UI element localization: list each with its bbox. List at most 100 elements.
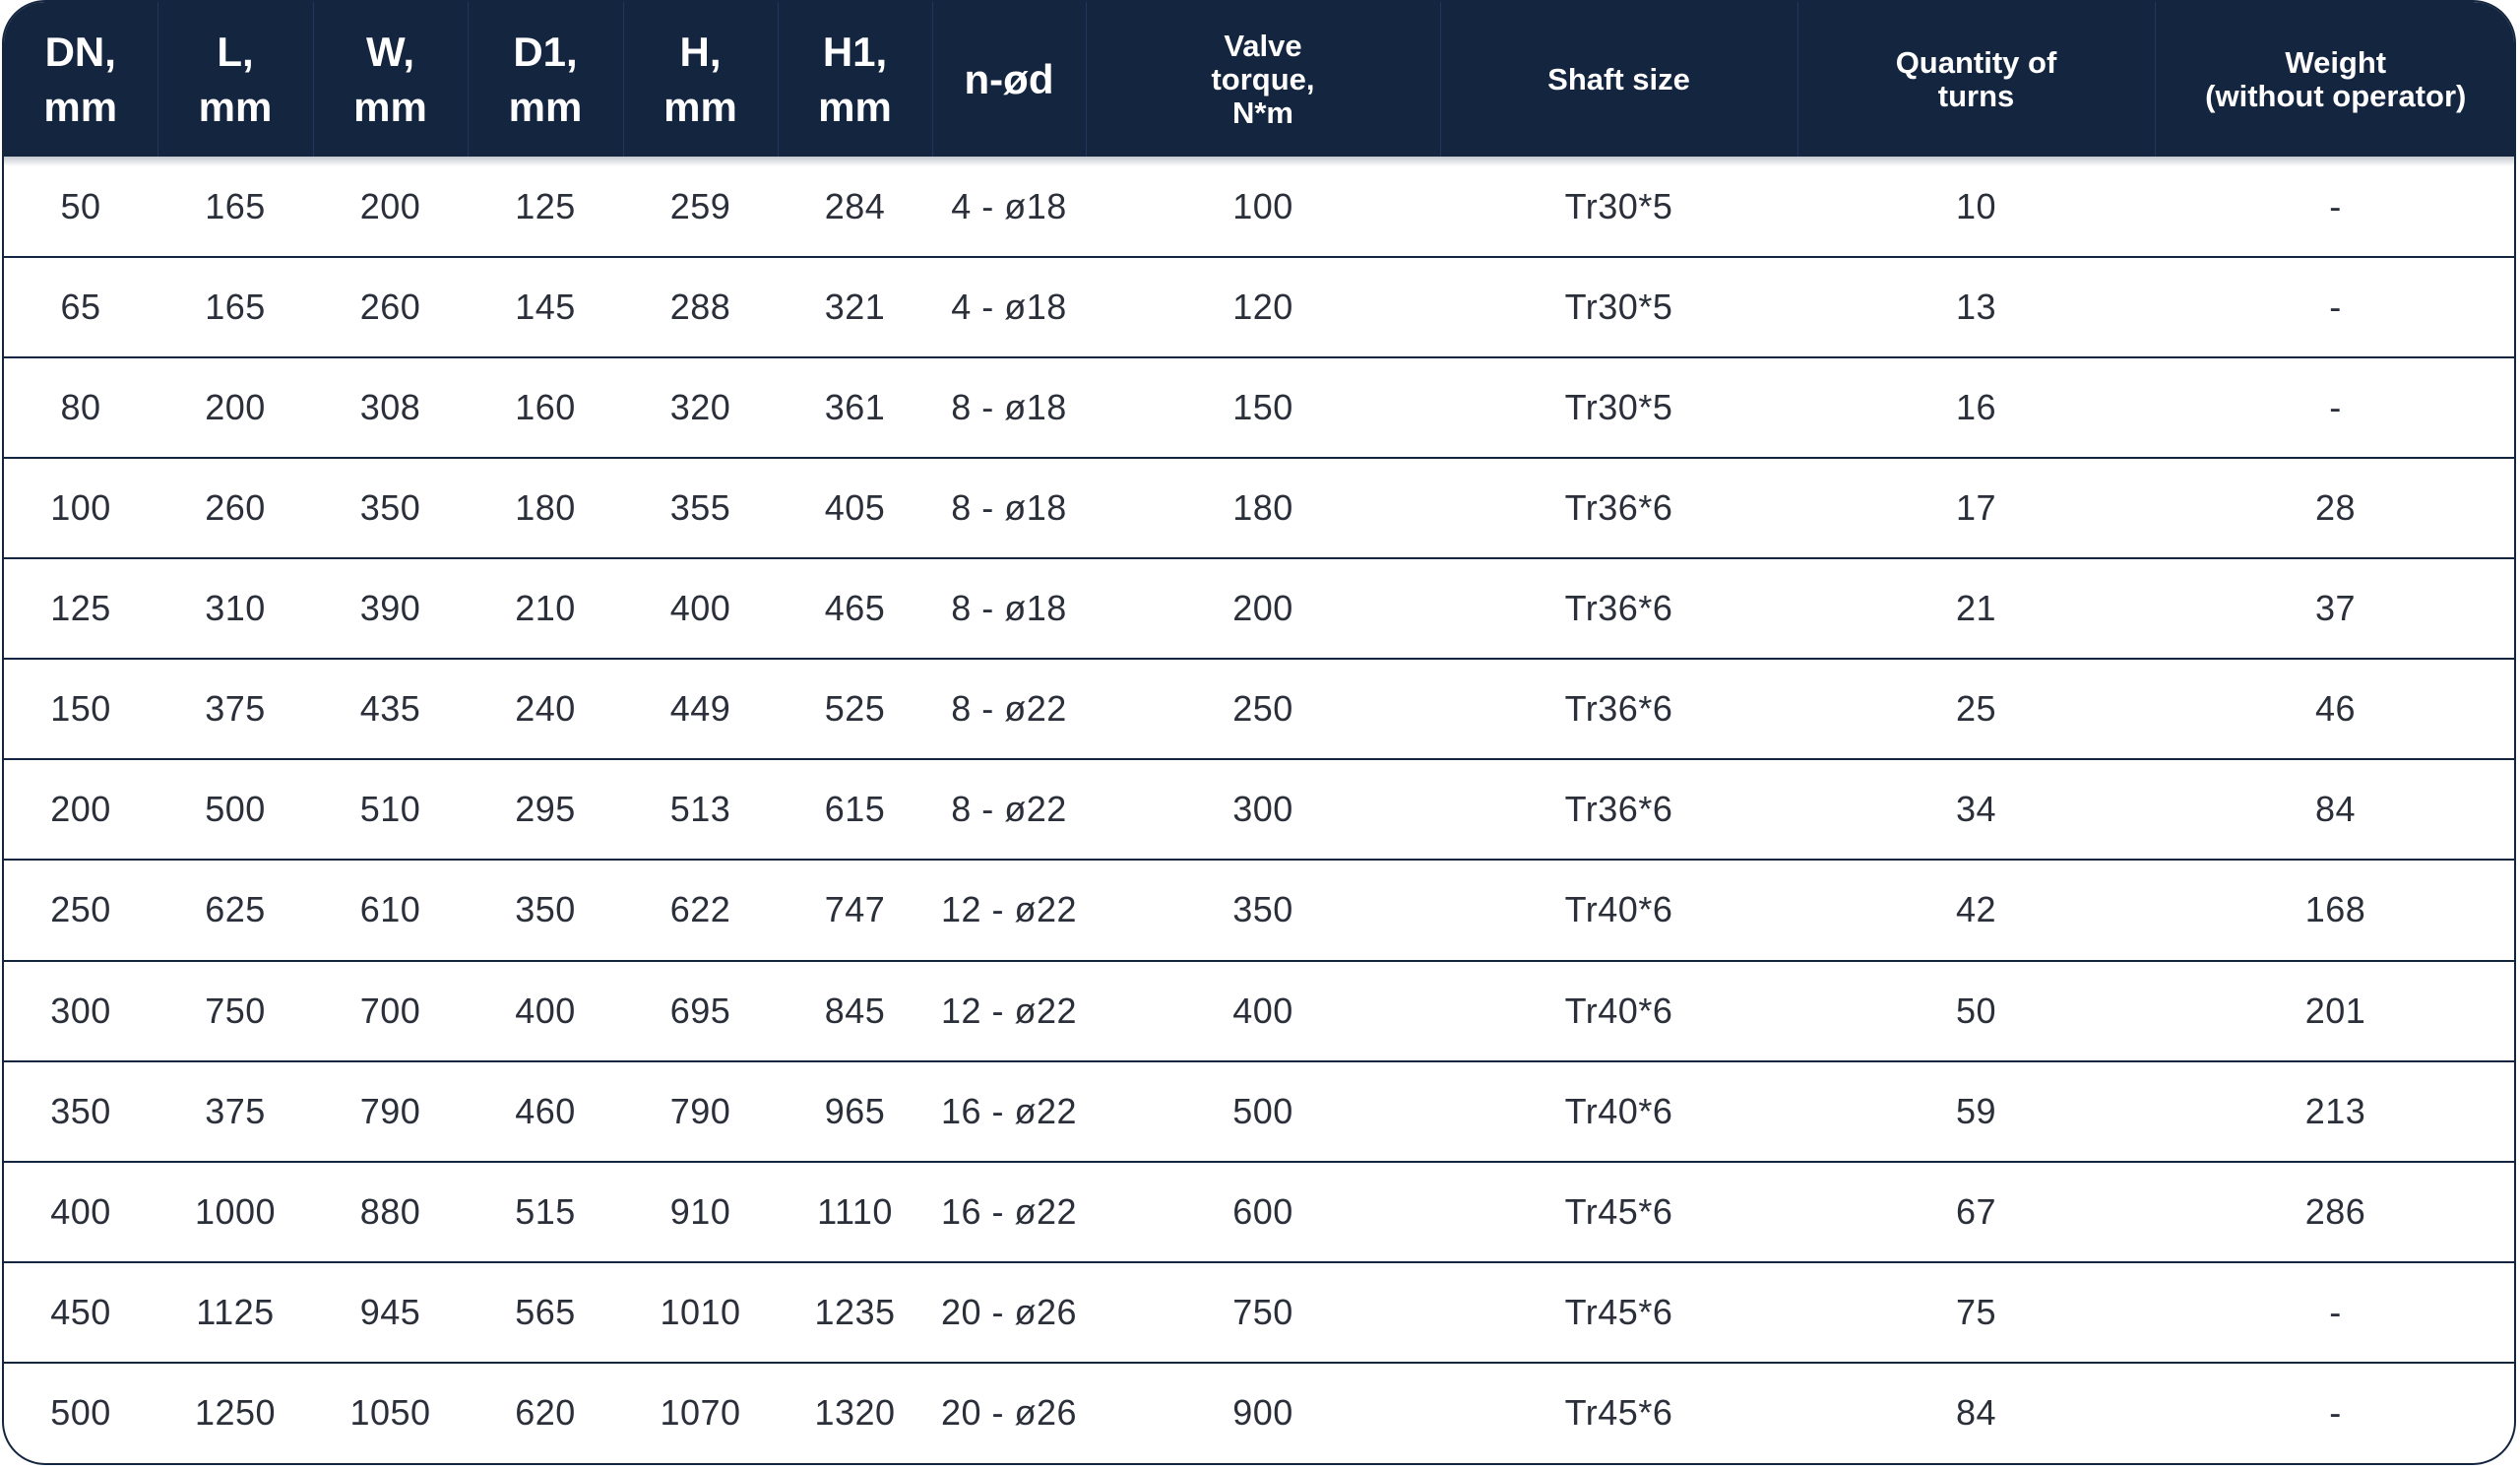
cell-valve-torque: 120	[1086, 256, 1440, 358]
cell-h1: 525	[778, 658, 932, 760]
cell-w: 200	[359, 185, 421, 226]
header-weight: Weight (without operator)	[2155, 2, 2514, 157]
cell-h: 355	[623, 457, 778, 559]
cell-shaft-size: Tr30*5	[1440, 356, 1797, 459]
cell-valve-torque: 100	[1232, 185, 1293, 226]
header-shaft-size: Shaft size	[1440, 2, 1798, 157]
header-quantity-of-turns: Quantity of turns	[1797, 2, 2156, 157]
cell-h: 695	[623, 959, 778, 1061]
cell-weight: 286	[2155, 1160, 2514, 1262]
header-d1-line1: D1,	[513, 28, 578, 75]
cell-dn: 80	[4, 356, 158, 459]
cell-shaft-size: Tr30*5	[1440, 256, 1797, 358]
cell-w: 880	[313, 1160, 468, 1262]
cell-valve-torque: 150	[1086, 356, 1440, 459]
cell-dn: 125	[4, 557, 158, 660]
cell-w: 1050	[313, 1361, 468, 1463]
cell-weight: -	[2155, 1260, 2514, 1363]
cell-valve-torque: 400	[1086, 959, 1440, 1061]
cell-d1: 180	[468, 457, 623, 559]
cell-h: 790	[623, 1059, 778, 1162]
header-weight-line1: Weight	[2285, 44, 2387, 80]
table-row: 400 1000 880 515 910 1110 16 - ø22 600 Tr45*6 67 2…	[4, 1160, 2514, 1262]
cell-h1: 1110	[778, 1160, 932, 1262]
cell-quantity-of-turns: 59	[1797, 1059, 2155, 1162]
cell-dn: 250	[4, 859, 158, 961]
cell-dn: 400	[4, 1160, 158, 1262]
cell-bolt-holes: 4 - ø18	[932, 256, 1086, 358]
table-header: DN, mm L, mm W, mm D1, mm H, mm H1, mm n-ød Va…	[4, 2, 2514, 157]
cell-h1: 284	[824, 185, 886, 226]
cell-valve-torque: 350	[1086, 859, 1440, 961]
cell-dn: 450	[4, 1260, 158, 1363]
cell-h: 622	[623, 859, 778, 961]
table-row: 125 310 390 210 400 465 8 - ø18 200 Tr36*6 21 37	[4, 557, 2514, 660]
cell-shaft-size: Tr36*6	[1440, 457, 1797, 559]
cell-quantity-of-turns: 16	[1797, 356, 2155, 459]
cell-w: 308	[313, 356, 468, 459]
header-w: W, mm	[313, 2, 469, 157]
header-h1-line1: H1,	[822, 28, 888, 75]
cell-d1: 400	[468, 959, 623, 1061]
header-bolt-holes-line1: n-ød	[964, 55, 1054, 102]
header-d1: D1, mm	[468, 2, 624, 157]
cell-valve-torque: 180	[1086, 457, 1440, 559]
cell-weight: 37	[2155, 557, 2514, 660]
cell-quantity-of-turns: 50	[1797, 959, 2155, 1061]
valve-dimensions-table: DN, mm L, mm W, mm D1, mm H, mm H1, mm n-ød Va…	[4, 2, 2514, 1463]
cell-shaft-size: Tr40*6	[1440, 1059, 1797, 1162]
header-bolt-holes: n-ød	[932, 2, 1087, 157]
cell-h: 1070	[623, 1361, 778, 1463]
cell-dn: 50	[60, 185, 101, 226]
cell-d1: 125	[515, 185, 576, 226]
header-dn: DN, mm	[4, 2, 158, 157]
cell-d1: 210	[468, 557, 623, 660]
header-quantity-of-turns-line2: turns	[1937, 78, 2015, 113]
header-h-line1: H,	[679, 28, 722, 75]
cell-h: 910	[623, 1160, 778, 1262]
cell-h1: 405	[778, 457, 932, 559]
table-row: 100 260 350 180 355 405 8 - ø18 180 Tr36*6 17 28	[4, 457, 2514, 559]
cell-shaft-size: Tr36*6	[1440, 758, 1797, 861]
cell-w: 350	[313, 457, 468, 559]
cell-d1: 515	[468, 1160, 623, 1262]
header-h1: H1, mm	[778, 2, 933, 157]
cell-weight: 28	[2155, 457, 2514, 559]
cell-weight: 201	[2155, 959, 2514, 1061]
cell-quantity-of-turns: 17	[1797, 457, 2155, 559]
cell-l: 310	[158, 557, 313, 660]
table-row: 450 1125 945 565 1010 1235 20 - ø26 750 Tr45*6 75…	[4, 1260, 2514, 1363]
cell-h: 259	[669, 185, 731, 226]
cell-quantity-of-turns: 75	[1797, 1260, 2155, 1363]
cell-quantity-of-turns: 84	[1797, 1361, 2155, 1463]
cell-d1: 160	[468, 356, 623, 459]
cell-weight: -	[2155, 356, 2514, 459]
header-quantity-of-turns-line1: Quantity of	[1895, 44, 2057, 80]
cell-weight: -	[2155, 256, 2514, 358]
cell-h1: 465	[778, 557, 932, 660]
cell-quantity-of-turns: 10	[1955, 185, 1997, 226]
cell-h: 449	[623, 658, 778, 760]
cell-h1: 845	[778, 959, 932, 1061]
table-row: 250 625 610 350 622 747 12 - ø22 350 Tr40*6 42 168	[4, 859, 2514, 961]
cell-h1: 321	[778, 256, 932, 358]
cell-d1: 240	[468, 658, 623, 760]
cell-shaft-size: Tr36*6	[1440, 658, 1797, 760]
header-weight-line2: (without operator)	[2205, 78, 2467, 113]
table-row: 80 200 308 160 320 361 8 - ø18 150 Tr30*5 16-	[4, 356, 2514, 459]
cell-shaft-size: Tr36*6	[1440, 557, 1797, 660]
cell-weight: 213	[2155, 1059, 2514, 1162]
header-l: L, mm	[158, 2, 314, 157]
cell-shaft-size: Tr40*6	[1440, 859, 1797, 961]
cell-quantity-of-turns: 34	[1797, 758, 2155, 861]
cell-w: 510	[313, 758, 468, 861]
table-row: 300 750 700 400 695 845 12 - ø22 400 Tr40*6 50 201	[4, 959, 2514, 1061]
cell-w: 390	[313, 557, 468, 660]
cell-bolt-holes: 16 - ø22	[932, 1059, 1086, 1162]
cell-bolt-holes: 12 - ø22	[932, 859, 1086, 961]
cell-bolt-holes: 20 - ø26	[932, 1361, 1086, 1463]
cell-h: 400	[623, 557, 778, 660]
cell-d1: 460	[468, 1059, 623, 1162]
cell-valve-torque: 200	[1086, 557, 1440, 660]
cell-dn: 200	[4, 758, 158, 861]
